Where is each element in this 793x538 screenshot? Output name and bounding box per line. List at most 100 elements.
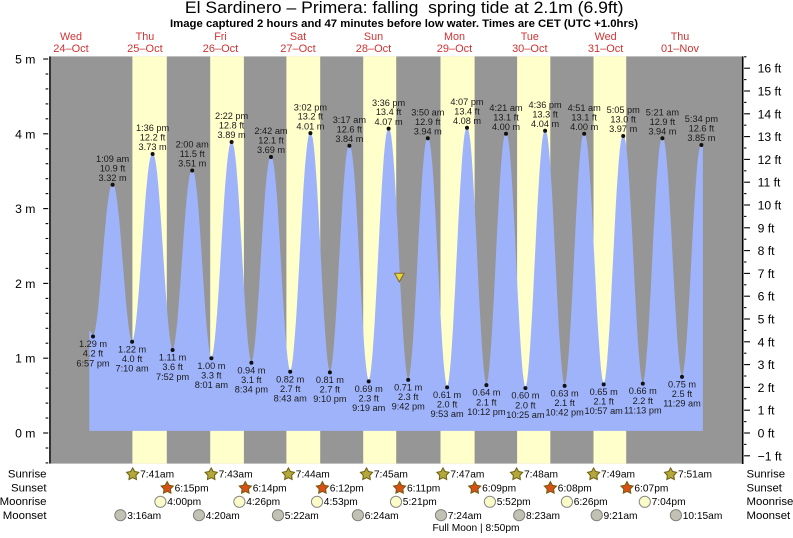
svg-text:Tue: Tue bbox=[521, 31, 539, 43]
svg-text:8:01 am: 8:01 am bbox=[195, 380, 229, 390]
svg-text:6:26pm: 6:26pm bbox=[574, 497, 608, 508]
svg-text:4.08 m: 4.08 m bbox=[453, 116, 481, 126]
svg-text:11:13 pm: 11:13 pm bbox=[624, 405, 662, 415]
svg-text:3.84 m: 3.84 m bbox=[335, 134, 363, 144]
svg-text:0.65 m: 0.65 m bbox=[590, 387, 618, 397]
svg-text:4:26pm: 4:26pm bbox=[246, 497, 280, 508]
svg-text:3:16am: 3:16am bbox=[127, 511, 161, 522]
svg-text:7 ft: 7 ft bbox=[758, 267, 776, 281]
svg-text:9:19 am: 9:19 am bbox=[352, 403, 386, 413]
svg-text:7:49am: 7:49am bbox=[601, 470, 635, 481]
svg-text:Wed: Wed bbox=[60, 31, 82, 43]
svg-text:11:29 am: 11:29 am bbox=[663, 399, 701, 409]
svg-text:7:10 am: 7:10 am bbox=[115, 364, 149, 374]
svg-text:1:36 pm: 1:36 pm bbox=[136, 123, 170, 133]
svg-text:3.1 ft: 3.1 ft bbox=[241, 375, 262, 385]
svg-text:Moonset: Moonset bbox=[747, 510, 792, 522]
svg-text:5:05 pm: 5:05 pm bbox=[607, 105, 641, 115]
svg-text:0.60 m: 0.60 m bbox=[511, 391, 539, 401]
svg-text:2.0 ft: 2.0 ft bbox=[515, 400, 536, 410]
svg-text:12.6 ft: 12.6 ft bbox=[337, 124, 363, 134]
svg-text:30–Oct: 30–Oct bbox=[512, 43, 547, 55]
svg-text:11 ft: 11 ft bbox=[758, 176, 781, 190]
svg-text:14 ft: 14 ft bbox=[758, 107, 782, 121]
svg-text:5:21 am: 5:21 am bbox=[646, 108, 680, 118]
svg-text:10:25 am: 10:25 am bbox=[506, 410, 545, 420]
svg-text:0.64 m: 0.64 m bbox=[472, 388, 500, 398]
svg-text:Thu: Thu bbox=[671, 31, 690, 43]
svg-text:3.89 m: 3.89 m bbox=[218, 130, 246, 140]
svg-text:9:21am: 9:21am bbox=[604, 511, 638, 522]
svg-text:29–Oct: 29–Oct bbox=[437, 43, 472, 55]
svg-text:28–Oct: 28–Oct bbox=[356, 43, 391, 55]
svg-text:5:52pm: 5:52pm bbox=[497, 497, 531, 508]
svg-text:4 m: 4 m bbox=[15, 127, 35, 141]
svg-text:4.07 m: 4.07 m bbox=[375, 117, 403, 127]
svg-text:7:52 pm: 7:52 pm bbox=[156, 372, 190, 382]
svg-text:7:43am: 7:43am bbox=[219, 470, 253, 481]
svg-text:0.71 m: 0.71 m bbox=[394, 383, 422, 393]
svg-text:01–Nov: 01–Nov bbox=[661, 43, 699, 55]
svg-text:Full Moon | 8:50pm: Full Moon | 8:50pm bbox=[432, 523, 519, 534]
svg-text:4.2 ft: 4.2 ft bbox=[83, 349, 104, 359]
svg-text:8:23am: 8:23am bbox=[526, 511, 560, 522]
svg-text:3.6 ft: 3.6 ft bbox=[162, 362, 183, 372]
svg-text:1:09 am: 1:09 am bbox=[96, 154, 130, 164]
svg-text:Sat: Sat bbox=[290, 31, 306, 43]
svg-text:0.75 m: 0.75 m bbox=[668, 380, 696, 390]
svg-text:24–Oct: 24–Oct bbox=[53, 43, 88, 55]
svg-text:9:10 pm: 9:10 pm bbox=[313, 394, 347, 404]
svg-text:7:45am: 7:45am bbox=[374, 470, 408, 481]
svg-text:3.3 ft: 3.3 ft bbox=[201, 370, 222, 380]
svg-text:10:57 am: 10:57 am bbox=[585, 406, 624, 416]
svg-text:2.2 ft: 2.2 ft bbox=[633, 396, 654, 406]
svg-text:0 m: 0 m bbox=[15, 427, 35, 441]
svg-text:12.1 ft: 12.1 ft bbox=[258, 136, 284, 146]
svg-text:9:53 am: 9:53 am bbox=[430, 409, 464, 419]
svg-text:5 m: 5 m bbox=[15, 53, 35, 67]
svg-text:2.1 ft: 2.1 ft bbox=[554, 398, 575, 408]
svg-text:2.1 ft: 2.1 ft bbox=[593, 397, 614, 407]
svg-text:Sunset: Sunset bbox=[11, 483, 47, 495]
svg-text:9:42 pm: 9:42 pm bbox=[392, 402, 426, 412]
svg-text:3.51 m: 3.51 m bbox=[178, 159, 206, 169]
svg-text:1 ft: 1 ft bbox=[758, 404, 776, 418]
svg-text:13.3 ft: 13.3 ft bbox=[532, 109, 558, 119]
svg-text:6 ft: 6 ft bbox=[758, 290, 776, 304]
svg-text:3.32 m: 3.32 m bbox=[99, 173, 127, 183]
svg-text:8 ft: 8 ft bbox=[758, 244, 776, 258]
svg-text:16 ft: 16 ft bbox=[758, 62, 782, 76]
svg-text:13.4 ft: 13.4 ft bbox=[376, 107, 402, 117]
svg-text:2 m: 2 m bbox=[15, 277, 35, 291]
svg-text:10 ft: 10 ft bbox=[758, 199, 782, 213]
svg-text:12.2 ft: 12.2 ft bbox=[140, 133, 166, 143]
svg-text:Sunset: Sunset bbox=[747, 483, 783, 495]
svg-text:4:53pm: 4:53pm bbox=[324, 497, 358, 508]
svg-text:3.69 m: 3.69 m bbox=[257, 145, 285, 155]
svg-text:6:57 pm: 6:57 pm bbox=[76, 358, 110, 368]
svg-text:3 ft: 3 ft bbox=[758, 358, 776, 372]
svg-text:0.63 m: 0.63 m bbox=[551, 389, 579, 399]
svg-text:El Sardinero – Primera: fallin: El Sardinero – Primera: falling spring t… bbox=[185, 0, 624, 17]
svg-text:4:36 pm: 4:36 pm bbox=[528, 100, 562, 110]
svg-text:12.6 ft: 12.6 ft bbox=[689, 124, 715, 134]
svg-text:12.9 ft: 12.9 ft bbox=[415, 117, 441, 127]
svg-text:5:22am: 5:22am bbox=[285, 511, 319, 522]
svg-text:10:12 pm: 10:12 pm bbox=[467, 407, 506, 417]
svg-text:7:44am: 7:44am bbox=[296, 470, 330, 481]
svg-text:31–Oct: 31–Oct bbox=[588, 43, 623, 55]
svg-text:Sun: Sun bbox=[364, 31, 383, 43]
svg-text:Sunrise: Sunrise bbox=[8, 469, 47, 481]
svg-text:2.1 ft: 2.1 ft bbox=[476, 397, 497, 407]
svg-text:2.3 ft: 2.3 ft bbox=[358, 394, 379, 404]
svg-text:26–Oct: 26–Oct bbox=[203, 43, 238, 55]
svg-text:6:15pm: 6:15pm bbox=[175, 484, 209, 495]
svg-text:Moonrise: Moonrise bbox=[0, 496, 47, 508]
svg-text:25–Oct: 25–Oct bbox=[127, 43, 162, 55]
svg-text:2:42 am: 2:42 am bbox=[254, 126, 288, 136]
svg-text:Moonrise: Moonrise bbox=[747, 496, 793, 508]
svg-text:3:02 pm: 3:02 pm bbox=[294, 102, 328, 112]
svg-text:1 m: 1 m bbox=[15, 352, 35, 366]
svg-text:4.00 m: 4.00 m bbox=[570, 122, 598, 132]
svg-text:4 ft: 4 ft bbox=[758, 335, 776, 349]
